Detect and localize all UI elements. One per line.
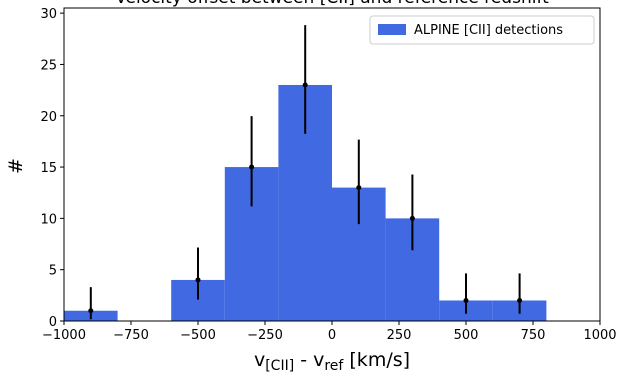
error-point bbox=[409, 215, 415, 221]
legend-swatch bbox=[378, 24, 406, 35]
error-point bbox=[195, 277, 201, 283]
x-tick-label: 750 bbox=[521, 328, 546, 343]
x-tick-label: 250 bbox=[387, 328, 412, 343]
x-label-subscript: [CII] bbox=[265, 358, 294, 373]
x-tick-label: −750 bbox=[113, 328, 149, 343]
x-label-text: v bbox=[254, 349, 265, 371]
y-tick-label: 20 bbox=[40, 110, 57, 125]
x-axis-label: v[CII] - vref [km/s] bbox=[254, 349, 410, 373]
y-tick-label: 30 bbox=[40, 7, 57, 22]
legend-label: ALPINE [CII] detections bbox=[414, 23, 563, 38]
y-tick-label: 15 bbox=[40, 161, 57, 176]
y-tick-label: 10 bbox=[40, 212, 57, 227]
x-tick-label: 500 bbox=[454, 328, 479, 343]
error-point bbox=[249, 164, 255, 170]
x-tick-label: −250 bbox=[247, 328, 283, 343]
y-axis-label: # bbox=[5, 158, 27, 174]
y-tick-label: 0 bbox=[49, 315, 57, 330]
error-point bbox=[356, 185, 362, 191]
x-label-text: - v bbox=[294, 349, 324, 371]
error-point bbox=[302, 82, 308, 88]
x-tick-label: 0 bbox=[328, 328, 336, 343]
error-point bbox=[88, 308, 94, 314]
x-tick-label: 1000 bbox=[583, 328, 616, 343]
chart-title: Velocity offset between [CII] and refere… bbox=[115, 0, 549, 8]
y-tick-label: 5 bbox=[49, 264, 57, 279]
error-point bbox=[463, 297, 469, 303]
x-label-text: [km/s] bbox=[343, 349, 410, 371]
legend-box bbox=[369, 15, 595, 45]
y-tick-label: 25 bbox=[40, 58, 57, 73]
x-label-subscript: ref bbox=[324, 358, 344, 373]
x-tick-label: −500 bbox=[180, 328, 216, 343]
error-point bbox=[517, 297, 523, 303]
x-tick-label: −1000 bbox=[42, 328, 86, 343]
